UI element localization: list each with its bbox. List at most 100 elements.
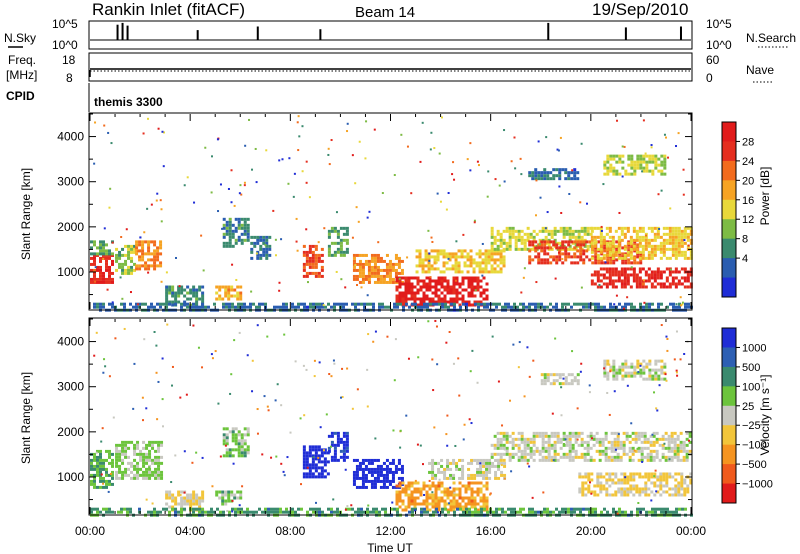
- data-cell: [617, 276, 621, 280]
- data-cell: [617, 247, 621, 251]
- data-cell: [243, 232, 247, 236]
- data-cell: [598, 458, 602, 462]
- data-cell: [594, 255, 598, 259]
- data-cell: [314, 274, 318, 278]
- data-cell: [443, 487, 447, 491]
- data-cell: [256, 238, 260, 242]
- data-cell: [345, 455, 349, 459]
- data-cell: [440, 484, 444, 488]
- data-cell: [139, 452, 143, 456]
- data-cell: [638, 267, 642, 271]
- data-cell: [482, 458, 486, 462]
- data-cell: [174, 507, 177, 511]
- data-cell: [608, 253, 612, 257]
- data-cell: [617, 235, 621, 239]
- data-cell: [656, 409, 659, 412]
- data-cell: [529, 452, 533, 456]
- data-cell: [364, 259, 368, 263]
- data-cell: [461, 300, 465, 304]
- data-cell: [658, 227, 661, 230]
- data-cell: [623, 276, 627, 280]
- data-cell: [656, 276, 660, 280]
- data-cell: [143, 231, 146, 234]
- data-cell: [669, 302, 672, 306]
- data-cell: [195, 499, 199, 503]
- data-cell: [609, 255, 613, 259]
- data-cell: [138, 264, 142, 268]
- data-cell: [600, 305, 603, 309]
- data-cell: [99, 464, 102, 468]
- data-cell: [308, 271, 312, 275]
- data-cell: [638, 490, 642, 494]
- data-cell: [410, 282, 414, 286]
- data-cell: [674, 247, 678, 251]
- data-cell: [141, 264, 145, 268]
- data-cell: [473, 502, 477, 506]
- data-cell: [135, 240, 139, 244]
- data-cell: [473, 458, 477, 462]
- data-cell: [443, 294, 447, 298]
- data-cell: [401, 276, 405, 280]
- data-cell: [653, 276, 657, 280]
- data-cell: [237, 305, 240, 309]
- data-cell: [228, 244, 232, 248]
- data-cell: [193, 201, 196, 204]
- data-cell: [649, 452, 653, 456]
- data-cell: [668, 475, 672, 479]
- data-cell: [646, 455, 650, 459]
- data-cell: [528, 249, 532, 253]
- data-cell: [352, 253, 356, 257]
- data-cell: [394, 274, 398, 278]
- noise-right-label: N.Search: [746, 31, 796, 45]
- data-cell: [623, 279, 627, 283]
- data-cell: [231, 305, 234, 309]
- data-cell: [523, 267, 526, 270]
- data-cell: [358, 253, 362, 257]
- data-cell: [225, 442, 229, 446]
- data-cell: [654, 359, 658, 363]
- data-cell: [574, 455, 578, 459]
- data-cell: [657, 305, 660, 309]
- data-cell: [330, 445, 333, 448]
- data-cell: [513, 302, 516, 306]
- data-cell: [600, 510, 603, 514]
- data-cell: [540, 258, 544, 262]
- data-cell: [517, 443, 521, 447]
- data-cell: [568, 229, 572, 233]
- data-cell: [626, 276, 630, 280]
- data-cell: [605, 232, 609, 236]
- data-cell: [305, 228, 308, 231]
- data-cell: [638, 256, 642, 260]
- data-cell: [602, 487, 606, 491]
- data-cell: [532, 458, 536, 462]
- colorbar-tick-label: 8: [742, 234, 748, 246]
- data-cell: [388, 274, 392, 278]
- data-cell: [626, 282, 630, 286]
- data-cell: [358, 268, 362, 272]
- data-cell: [507, 507, 510, 511]
- data-cell: [593, 270, 597, 274]
- data-cell: [246, 217, 250, 221]
- data-cell: [311, 475, 315, 479]
- data-cell: [639, 362, 643, 366]
- data-cell: [620, 282, 624, 286]
- data-cell: [433, 267, 437, 271]
- data-cell: [565, 455, 569, 459]
- data-cell: [317, 460, 321, 464]
- data-cell: [482, 464, 486, 468]
- data-cell: [404, 297, 408, 301]
- data-cell: [682, 446, 686, 450]
- data-cell: [401, 490, 405, 494]
- data-cell: [556, 431, 560, 435]
- data-cell: [352, 476, 356, 480]
- freq-label-top: Freq.: [8, 53, 36, 67]
- data-cell: [168, 285, 172, 289]
- data-cell: [663, 362, 667, 366]
- data-cell: [201, 507, 204, 511]
- data-cell: [221, 493, 225, 497]
- data-cell: [417, 356, 420, 359]
- data-cell: [455, 505, 459, 509]
- data-cell: [559, 226, 563, 230]
- data-cell: [413, 487, 417, 491]
- data-cell: [258, 507, 261, 511]
